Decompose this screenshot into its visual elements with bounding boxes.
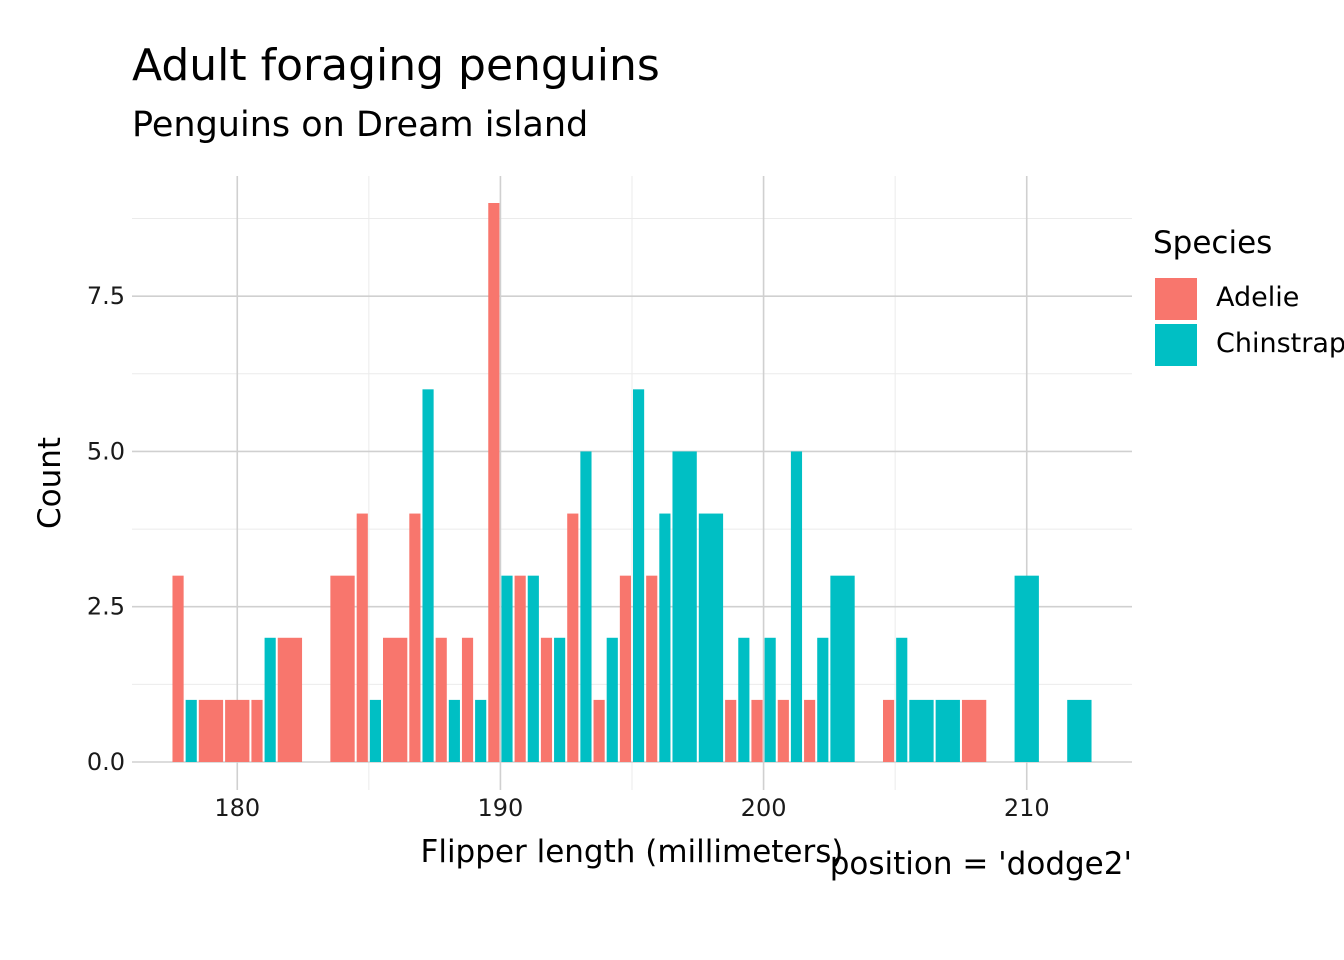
bar-adelie [804,699,816,762]
bar-chinstrap [659,513,671,762]
bar-chinstrap [935,699,960,762]
chart-subtitle: Penguins on Dream island [132,105,589,145]
x-tick-label: 210 [1004,794,1050,822]
bar-adelie [646,575,658,762]
bar-chinstrap [1067,699,1092,762]
legend-swatch-chinstrap [1155,324,1197,366]
bar-adelie [567,513,579,762]
bar-chinstrap [527,575,539,762]
bar-adelie [409,513,421,762]
bar-adelie [461,637,474,762]
bar-chinstrap [264,637,276,762]
bar-adelie [356,513,368,762]
y-tick-label: 5.0 [87,437,125,465]
bar-adelie [225,699,250,762]
legend-swatch-adelie [1155,278,1197,320]
bar-adelie [383,637,408,762]
bar-chinstrap [475,699,487,762]
bar-chinstrap [698,513,724,762]
bar-chinstrap [909,699,934,762]
bar-adelie [725,699,737,762]
chart-caption: position = 'dodge2' [830,846,1132,882]
bar-chinstrap [633,389,645,762]
bar-chinstrap [830,575,855,762]
chart-title: Adult foraging penguins [132,40,660,91]
x-tick-label: 190 [478,794,524,822]
grid-lines [132,176,1132,790]
x-tick-label: 180 [214,794,260,822]
bar-chinstrap [501,575,513,762]
bar-adelie [751,699,763,762]
bar-adelie [251,699,263,762]
legend-title: Species [1153,225,1273,261]
bar-chinstrap [422,389,434,762]
bar-chinstrap [554,637,566,762]
bar-adelie [514,575,526,762]
y-tick-label: 2.5 [87,593,125,621]
bar-chinstrap [580,451,592,762]
y-tick-label: 0.0 [87,748,125,776]
bar-adelie [488,203,500,762]
bar-chinstrap [790,451,803,762]
bar-chinstrap [1014,575,1039,762]
bars [172,203,1092,762]
legend-label-adelie: Adelie [1216,282,1300,313]
x-axis-label: Flipper length (millimeters) [421,834,844,870]
bar-adelie [330,575,355,762]
y-axis-label: Count [32,437,68,529]
bar-chinstrap [738,637,750,762]
bar-adelie [435,637,447,762]
bar-chinstrap [185,699,197,762]
tick-labels: 180 190 200 210 0.0 2.5 5.0 7.5 [87,282,1050,822]
bar-adelie [198,699,224,762]
legend-label-chinstrap: Chinstrap [1216,328,1344,359]
bar-chinstrap [606,637,618,762]
bar-adelie [172,575,184,762]
bar-adelie [619,575,631,762]
bar-adelie [277,637,303,762]
bar-adelie [540,637,553,762]
bar-chinstrap [369,699,381,762]
y-tick-label: 7.5 [87,282,125,310]
bar-adelie [961,699,987,762]
bar-chinstrap [764,637,776,762]
x-tick-label: 200 [741,794,787,822]
bar-chinstrap [817,637,829,762]
bar-adelie [777,699,789,762]
bar-chinstrap [672,451,697,762]
bar-adelie [593,699,605,762]
bar-adelie [883,699,895,762]
bar-chinstrap [448,699,460,762]
bar-chinstrap [896,637,908,762]
